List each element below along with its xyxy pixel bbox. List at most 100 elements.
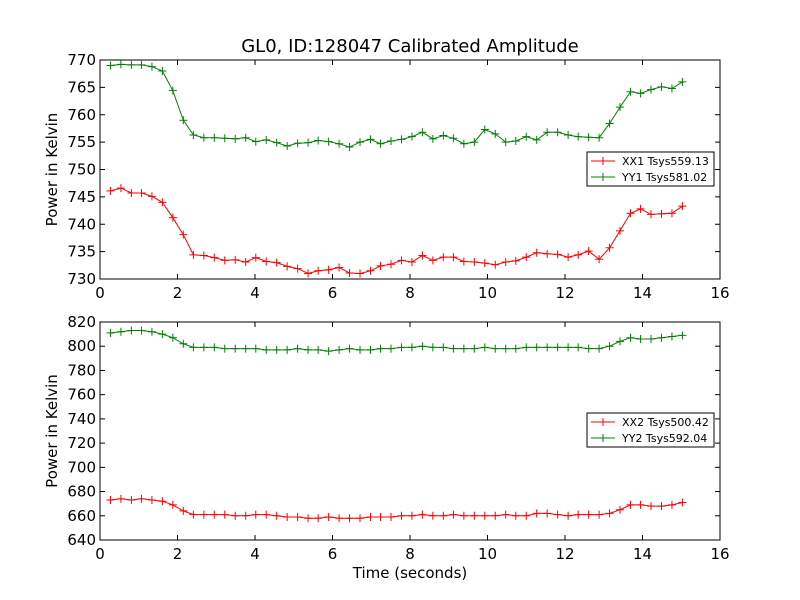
- data-point-marker: [376, 512, 385, 521]
- data-point-marker: [314, 136, 323, 145]
- data-point-marker: [324, 137, 333, 146]
- data-point-marker: [106, 328, 115, 337]
- data-point-marker: [491, 511, 500, 520]
- data-point-marker: [293, 139, 302, 148]
- data-point-marker: [439, 131, 448, 140]
- data-point-marker: [574, 132, 583, 141]
- data-point-marker: [553, 128, 562, 137]
- data-point-marker: [199, 343, 208, 352]
- data-point-marker: [647, 85, 656, 94]
- data-point-marker: [189, 510, 198, 519]
- data-point-marker: [356, 514, 365, 523]
- data-point-marker: [522, 511, 531, 520]
- data-point-marker: [158, 330, 167, 339]
- data-point-marker: [272, 345, 281, 354]
- data-point-marker: [449, 510, 458, 519]
- data-point-marker: [345, 514, 354, 523]
- data-point-marker: [241, 133, 250, 142]
- data-point-marker: [574, 343, 583, 352]
- data-point-marker: [314, 514, 323, 523]
- data-point-marker: [678, 498, 687, 507]
- y-tick-label: 770: [67, 51, 96, 69]
- subplot-2: 0 2 4 6 8 10 12 14 16 640 660 680 700 720 740 760 780 800…: [43, 313, 730, 563]
- data-point-marker: [116, 184, 125, 193]
- data-point-marker: [345, 268, 354, 277]
- data-point-marker: [543, 249, 552, 258]
- legend: XX2 Tsys500.42 YY2 Tsys592.04: [586, 412, 715, 448]
- data-point-marker: [636, 89, 645, 98]
- legend-swatch-marker: [599, 418, 607, 426]
- data-point-marker: [199, 133, 208, 142]
- data-point-marker: [595, 344, 604, 353]
- series-2: [106, 326, 687, 356]
- data-point-marker: [459, 511, 468, 520]
- subplot-1: 0 2 4 6 8 10 12 14 16 730 735 740 745 750 755 760 765 770…: [43, 51, 730, 302]
- data-point-marker: [647, 334, 656, 343]
- data-point-marker: [397, 135, 406, 144]
- data-point-marker: [147, 327, 156, 336]
- series-2: [106, 60, 687, 152]
- data-point-marker: [262, 135, 271, 144]
- data-point-marker: [657, 502, 666, 511]
- data-point-marker: [511, 344, 520, 353]
- data-point-marker: [636, 204, 645, 213]
- data-point-marker: [251, 344, 260, 353]
- y-tick-label: 720: [67, 434, 96, 452]
- data-point-marker: [428, 256, 437, 265]
- x-tick-label: 2: [173, 545, 183, 563]
- data-point-marker: [564, 131, 573, 140]
- data-point-marker: [657, 209, 666, 218]
- data-point-marker: [262, 257, 271, 266]
- data-point-marker: [543, 343, 552, 352]
- x-tick-label: 4: [250, 545, 260, 563]
- data-point-marker: [439, 511, 448, 520]
- data-point-marker: [376, 344, 385, 353]
- data-point-marker: [210, 343, 219, 352]
- data-point-marker: [324, 512, 333, 521]
- y-tick-label: 735: [67, 243, 96, 261]
- data-point-marker: [407, 343, 416, 352]
- y-axis-label: Power in Kelvin: [43, 113, 61, 227]
- data-point-marker: [356, 269, 365, 278]
- data-point-marker: [366, 135, 375, 144]
- data-point-marker: [428, 343, 437, 352]
- data-point-marker: [532, 135, 541, 144]
- x-tick-label: 6: [328, 545, 338, 563]
- data-point-marker: [199, 251, 208, 260]
- x-tick-label: 16: [710, 545, 729, 563]
- data-point-marker: [127, 326, 136, 335]
- data-point-marker: [553, 510, 562, 519]
- data-point-marker: [272, 138, 281, 147]
- y-tick-label: 730: [67, 270, 96, 288]
- data-point-marker: [106, 186, 115, 195]
- data-point-marker: [345, 143, 354, 152]
- data-point-marker: [667, 332, 676, 341]
- data-point-marker: [387, 512, 396, 521]
- data-point-marker: [418, 128, 427, 137]
- data-point-marker: [231, 511, 240, 520]
- data-point-marker: [127, 189, 136, 198]
- y-tick-label: 800: [67, 337, 96, 355]
- y-tick-label: 765: [67, 78, 96, 96]
- y-tick-label: 680: [67, 483, 96, 501]
- legend-label: XX1 Tsys559.13: [622, 155, 709, 168]
- data-point-marker: [418, 510, 427, 519]
- data-point-marker: [335, 263, 344, 272]
- x-tick-label: 0: [95, 284, 105, 302]
- x-tick-label: 12: [555, 284, 574, 302]
- data-point-marker: [595, 255, 604, 264]
- data-point-marker: [678, 202, 687, 211]
- data-point-marker: [522, 253, 531, 262]
- y-axis-label: Power in Kelvin: [43, 374, 61, 488]
- data-point-marker: [407, 132, 416, 141]
- data-point-marker: [470, 258, 479, 267]
- data-point-marker: [605, 243, 614, 252]
- data-point-marker: [283, 141, 292, 150]
- data-point-marker: [636, 334, 645, 343]
- data-point-marker: [532, 509, 541, 518]
- data-point-marker: [616, 226, 625, 235]
- data-point-marker: [179, 116, 188, 125]
- data-point-marker: [584, 344, 593, 353]
- data-point-marker: [314, 345, 323, 354]
